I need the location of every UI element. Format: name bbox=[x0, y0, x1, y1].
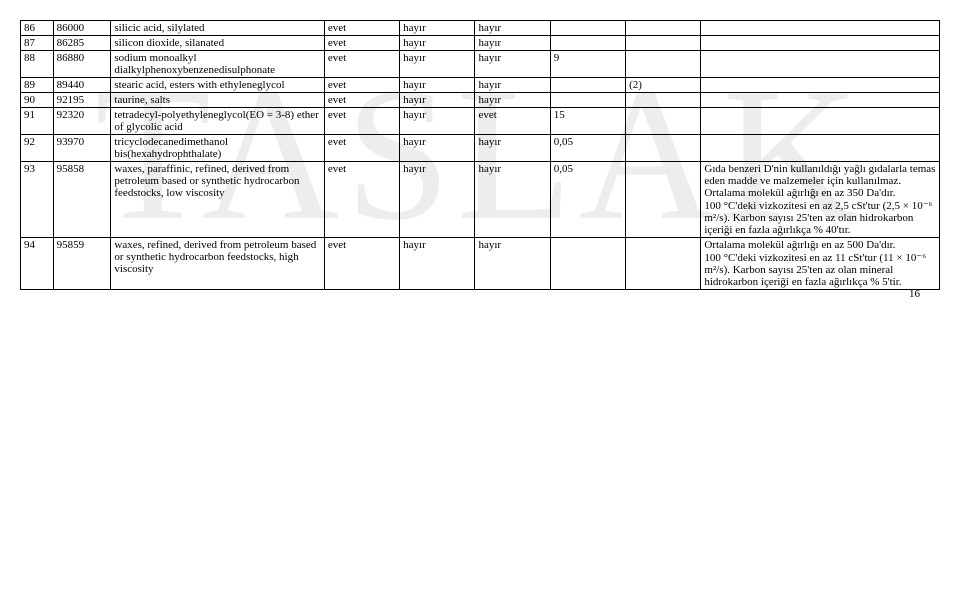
table-cell: evet bbox=[324, 93, 399, 108]
table-cell: silicon dioxide, silanated bbox=[111, 36, 324, 51]
table-row: 9192320tetradecyl-polyethyleneglycol(EO … bbox=[21, 108, 940, 135]
page-number: 16 bbox=[909, 288, 920, 300]
table-cell: hayır bbox=[475, 135, 550, 162]
table-row: 9092195taurine, saltsevethayırhayır bbox=[21, 93, 940, 108]
table-cell: 86880 bbox=[53, 51, 111, 78]
table-cell: 95858 bbox=[53, 162, 111, 238]
table-cell: 86000 bbox=[53, 21, 111, 36]
table-cell: hayır bbox=[400, 36, 475, 51]
table-row: 8786285silicon dioxide, silanatedevethay… bbox=[21, 36, 940, 51]
table-cell bbox=[701, 36, 940, 51]
table-cell: 90 bbox=[21, 93, 54, 108]
table-cell: 86 bbox=[21, 21, 54, 36]
table-cell: taurine, salts bbox=[111, 93, 324, 108]
table-cell: 91 bbox=[21, 108, 54, 135]
table-cell bbox=[701, 135, 940, 162]
table-cell: hayır bbox=[400, 21, 475, 36]
table-cell: 86285 bbox=[53, 36, 111, 51]
table-cell: hayır bbox=[475, 93, 550, 108]
table-row: 8686000silicic acid, silylatedevethayırh… bbox=[21, 21, 940, 36]
table-cell: 92 bbox=[21, 135, 54, 162]
table-cell: 93970 bbox=[53, 135, 111, 162]
table-cell: 94 bbox=[21, 238, 54, 290]
table-cell: 87 bbox=[21, 36, 54, 51]
table-cell bbox=[550, 36, 625, 51]
table-cell: 89440 bbox=[53, 78, 111, 93]
table-cell: 95859 bbox=[53, 238, 111, 290]
table-cell: hayır bbox=[475, 162, 550, 238]
table-cell: evet bbox=[324, 51, 399, 78]
table-cell: waxes, refined, derived from petroleum b… bbox=[111, 238, 324, 290]
table-cell: 89 bbox=[21, 78, 54, 93]
table-row: 8989440stearic acid, esters with ethylen… bbox=[21, 78, 940, 93]
table-cell bbox=[550, 93, 625, 108]
table-cell bbox=[701, 21, 940, 36]
table-cell bbox=[626, 21, 701, 36]
table-cell: 15 bbox=[550, 108, 625, 135]
table-cell: hayır bbox=[475, 36, 550, 51]
table-cell: evet bbox=[324, 78, 399, 93]
table-cell: 88 bbox=[21, 51, 54, 78]
table-cell: silicic acid, silylated bbox=[111, 21, 324, 36]
table-cell bbox=[701, 93, 940, 108]
table-cell: hayır bbox=[400, 238, 475, 290]
table-row: 9495859waxes, refined, derived from petr… bbox=[21, 238, 940, 290]
table-cell: evet bbox=[324, 162, 399, 238]
table-cell: Gıda benzeri D'nin kullanıldığı yağlı gı… bbox=[701, 162, 940, 238]
table-cell: hayır bbox=[400, 51, 475, 78]
table-cell: Ortalama molekül ağırlığı en az 500 Da'd… bbox=[701, 238, 940, 290]
table-cell: hayır bbox=[400, 78, 475, 93]
table-cell: hayır bbox=[400, 135, 475, 162]
table-cell bbox=[626, 135, 701, 162]
table-cell: 9 bbox=[550, 51, 625, 78]
table-cell bbox=[550, 238, 625, 290]
table-row: 8886880sodium monoalkyl dialkylphenoxybe… bbox=[21, 51, 940, 78]
table-cell bbox=[550, 21, 625, 36]
table-cell: tetradecyl-polyethyleneglycol(EO = 3-8) … bbox=[111, 108, 324, 135]
table-cell: evet bbox=[324, 135, 399, 162]
table-cell: evet bbox=[475, 108, 550, 135]
table-cell: hayır bbox=[475, 78, 550, 93]
table-cell: hayır bbox=[475, 51, 550, 78]
table-cell bbox=[626, 238, 701, 290]
table-cell: evet bbox=[324, 238, 399, 290]
table-cell: 0,05 bbox=[550, 162, 625, 238]
table-cell bbox=[701, 108, 940, 135]
table-cell: 92320 bbox=[53, 108, 111, 135]
table-cell bbox=[701, 51, 940, 78]
table-cell: 93 bbox=[21, 162, 54, 238]
table-cell bbox=[626, 93, 701, 108]
table-cell: evet bbox=[324, 36, 399, 51]
table-cell bbox=[626, 162, 701, 238]
table-cell: hayır bbox=[400, 162, 475, 238]
data-table: 8686000silicic acid, silylatedevethayırh… bbox=[20, 20, 940, 290]
table-cell: hayır bbox=[400, 108, 475, 135]
table-cell: evet bbox=[324, 108, 399, 135]
table-row: 9395858waxes, paraffinic, refined, deriv… bbox=[21, 162, 940, 238]
table-cell bbox=[550, 78, 625, 93]
table-row: 9293970tricyclodecanedimethanol bis(hexa… bbox=[21, 135, 940, 162]
table-cell: tricyclodecanedimethanol bis(hexahydroph… bbox=[111, 135, 324, 162]
table-cell: (2) bbox=[626, 78, 701, 93]
table-cell: sodium monoalkyl dialkylphenoxybenzenedi… bbox=[111, 51, 324, 78]
table-cell: stearic acid, esters with ethyleneglycol bbox=[111, 78, 324, 93]
table-cell bbox=[626, 51, 701, 78]
table-cell: waxes, paraffinic, refined, derived from… bbox=[111, 162, 324, 238]
table-cell: 0,05 bbox=[550, 135, 625, 162]
table-cell: 92195 bbox=[53, 93, 111, 108]
table-cell: hayır bbox=[475, 238, 550, 290]
table-cell: evet bbox=[324, 21, 399, 36]
table-cell bbox=[701, 78, 940, 93]
table-cell bbox=[626, 108, 701, 135]
table-cell bbox=[626, 36, 701, 51]
table-cell: hayır bbox=[400, 93, 475, 108]
table-cell: hayır bbox=[475, 21, 550, 36]
